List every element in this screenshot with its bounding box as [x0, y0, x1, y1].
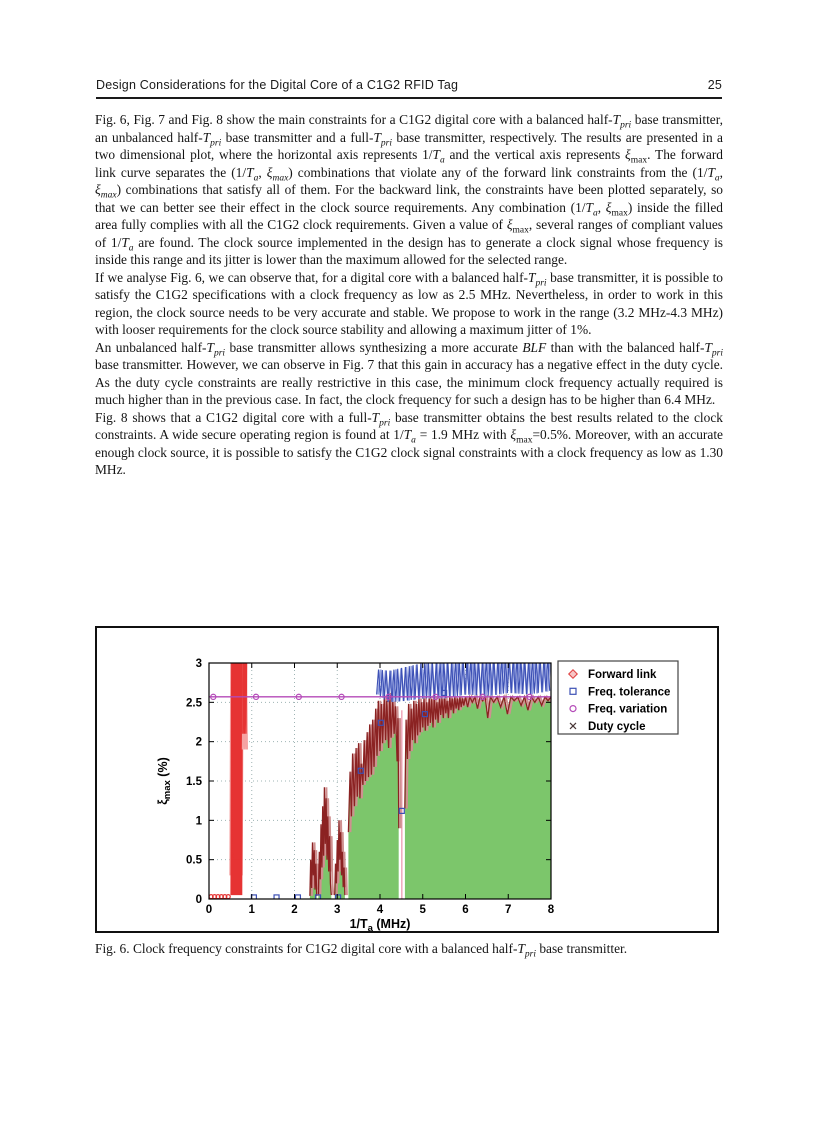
x-tick-label: 4 — [377, 904, 384, 916]
x-tick-label: 2 — [291, 904, 297, 916]
y-tick-label: 1 — [196, 815, 203, 827]
y-tick-label: 3 — [196, 658, 202, 670]
x-tick-label: 5 — [420, 904, 427, 916]
paragraph-1: Fig. 6, Fig. 7 and Fig. 8 show the main … — [95, 112, 724, 267]
x-tick-label: 7 — [505, 904, 511, 916]
y-tick-label: 0.5 — [186, 855, 203, 867]
paragraph-4: Fig. 8 shows that a C1G2 digital core wi… — [95, 409, 723, 478]
x-tick-label: 8 — [548, 904, 555, 916]
page-number: 25 — [707, 78, 722, 92]
x-tick-label: 6 — [462, 904, 468, 916]
header-title: Design Considerations for the Digital Co… — [96, 78, 459, 92]
figure-6-chart: 0 1 2 3 4 5 6 7 8 0 0.5 1 1.5 2 2.5 3 1/Ta (MHz) ξmax (%)… — [156, 658, 679, 934]
chart-series — [209, 663, 551, 899]
figure-6: 0 1 2 3 4 5 6 7 8 0 0.5 1 1.5 2 2.5 3 1/Ta (MHz) ξmax (%)… — [95, 626, 719, 934]
y-tick-label: 2 — [196, 737, 202, 749]
paragraph-2: If we analyse Fig. 6, we can observe tha… — [95, 269, 723, 338]
y-tick-label: 1.5 — [186, 776, 203, 788]
paragraph-3: An unbalanced half-Tpri base transmitter… — [95, 339, 723, 408]
y-tick-label: 2.5 — [186, 697, 203, 709]
y-axis-label: ξmax (%) — [156, 757, 173, 805]
chart-legend: Forward link Freq. tolerance Freq. variati… — [557, 660, 679, 735]
body-text: Fig. 6, Fig. 7 and Fig. 8 show the main … — [95, 111, 723, 479]
x-axis-label: 1/Ta (MHz) — [350, 917, 411, 931]
legend-label: Forward link — [588, 669, 657, 681]
x-tick-label: 0 — [206, 904, 212, 916]
legend-label: Freq. tolerance — [588, 686, 670, 698]
y-tick-label: 0 — [196, 894, 202, 906]
x-tick-label: 1 — [249, 904, 256, 916]
x-tick-label: 3 — [334, 904, 340, 916]
legend-label: Freq. variation — [588, 704, 667, 716]
running-head: Design Considerations for the Digital Co… — [96, 78, 722, 99]
legend-label: Duty cycle — [588, 721, 646, 733]
figure-6-caption: Fig. 6. Clock frequency constraints for … — [95, 941, 628, 960]
